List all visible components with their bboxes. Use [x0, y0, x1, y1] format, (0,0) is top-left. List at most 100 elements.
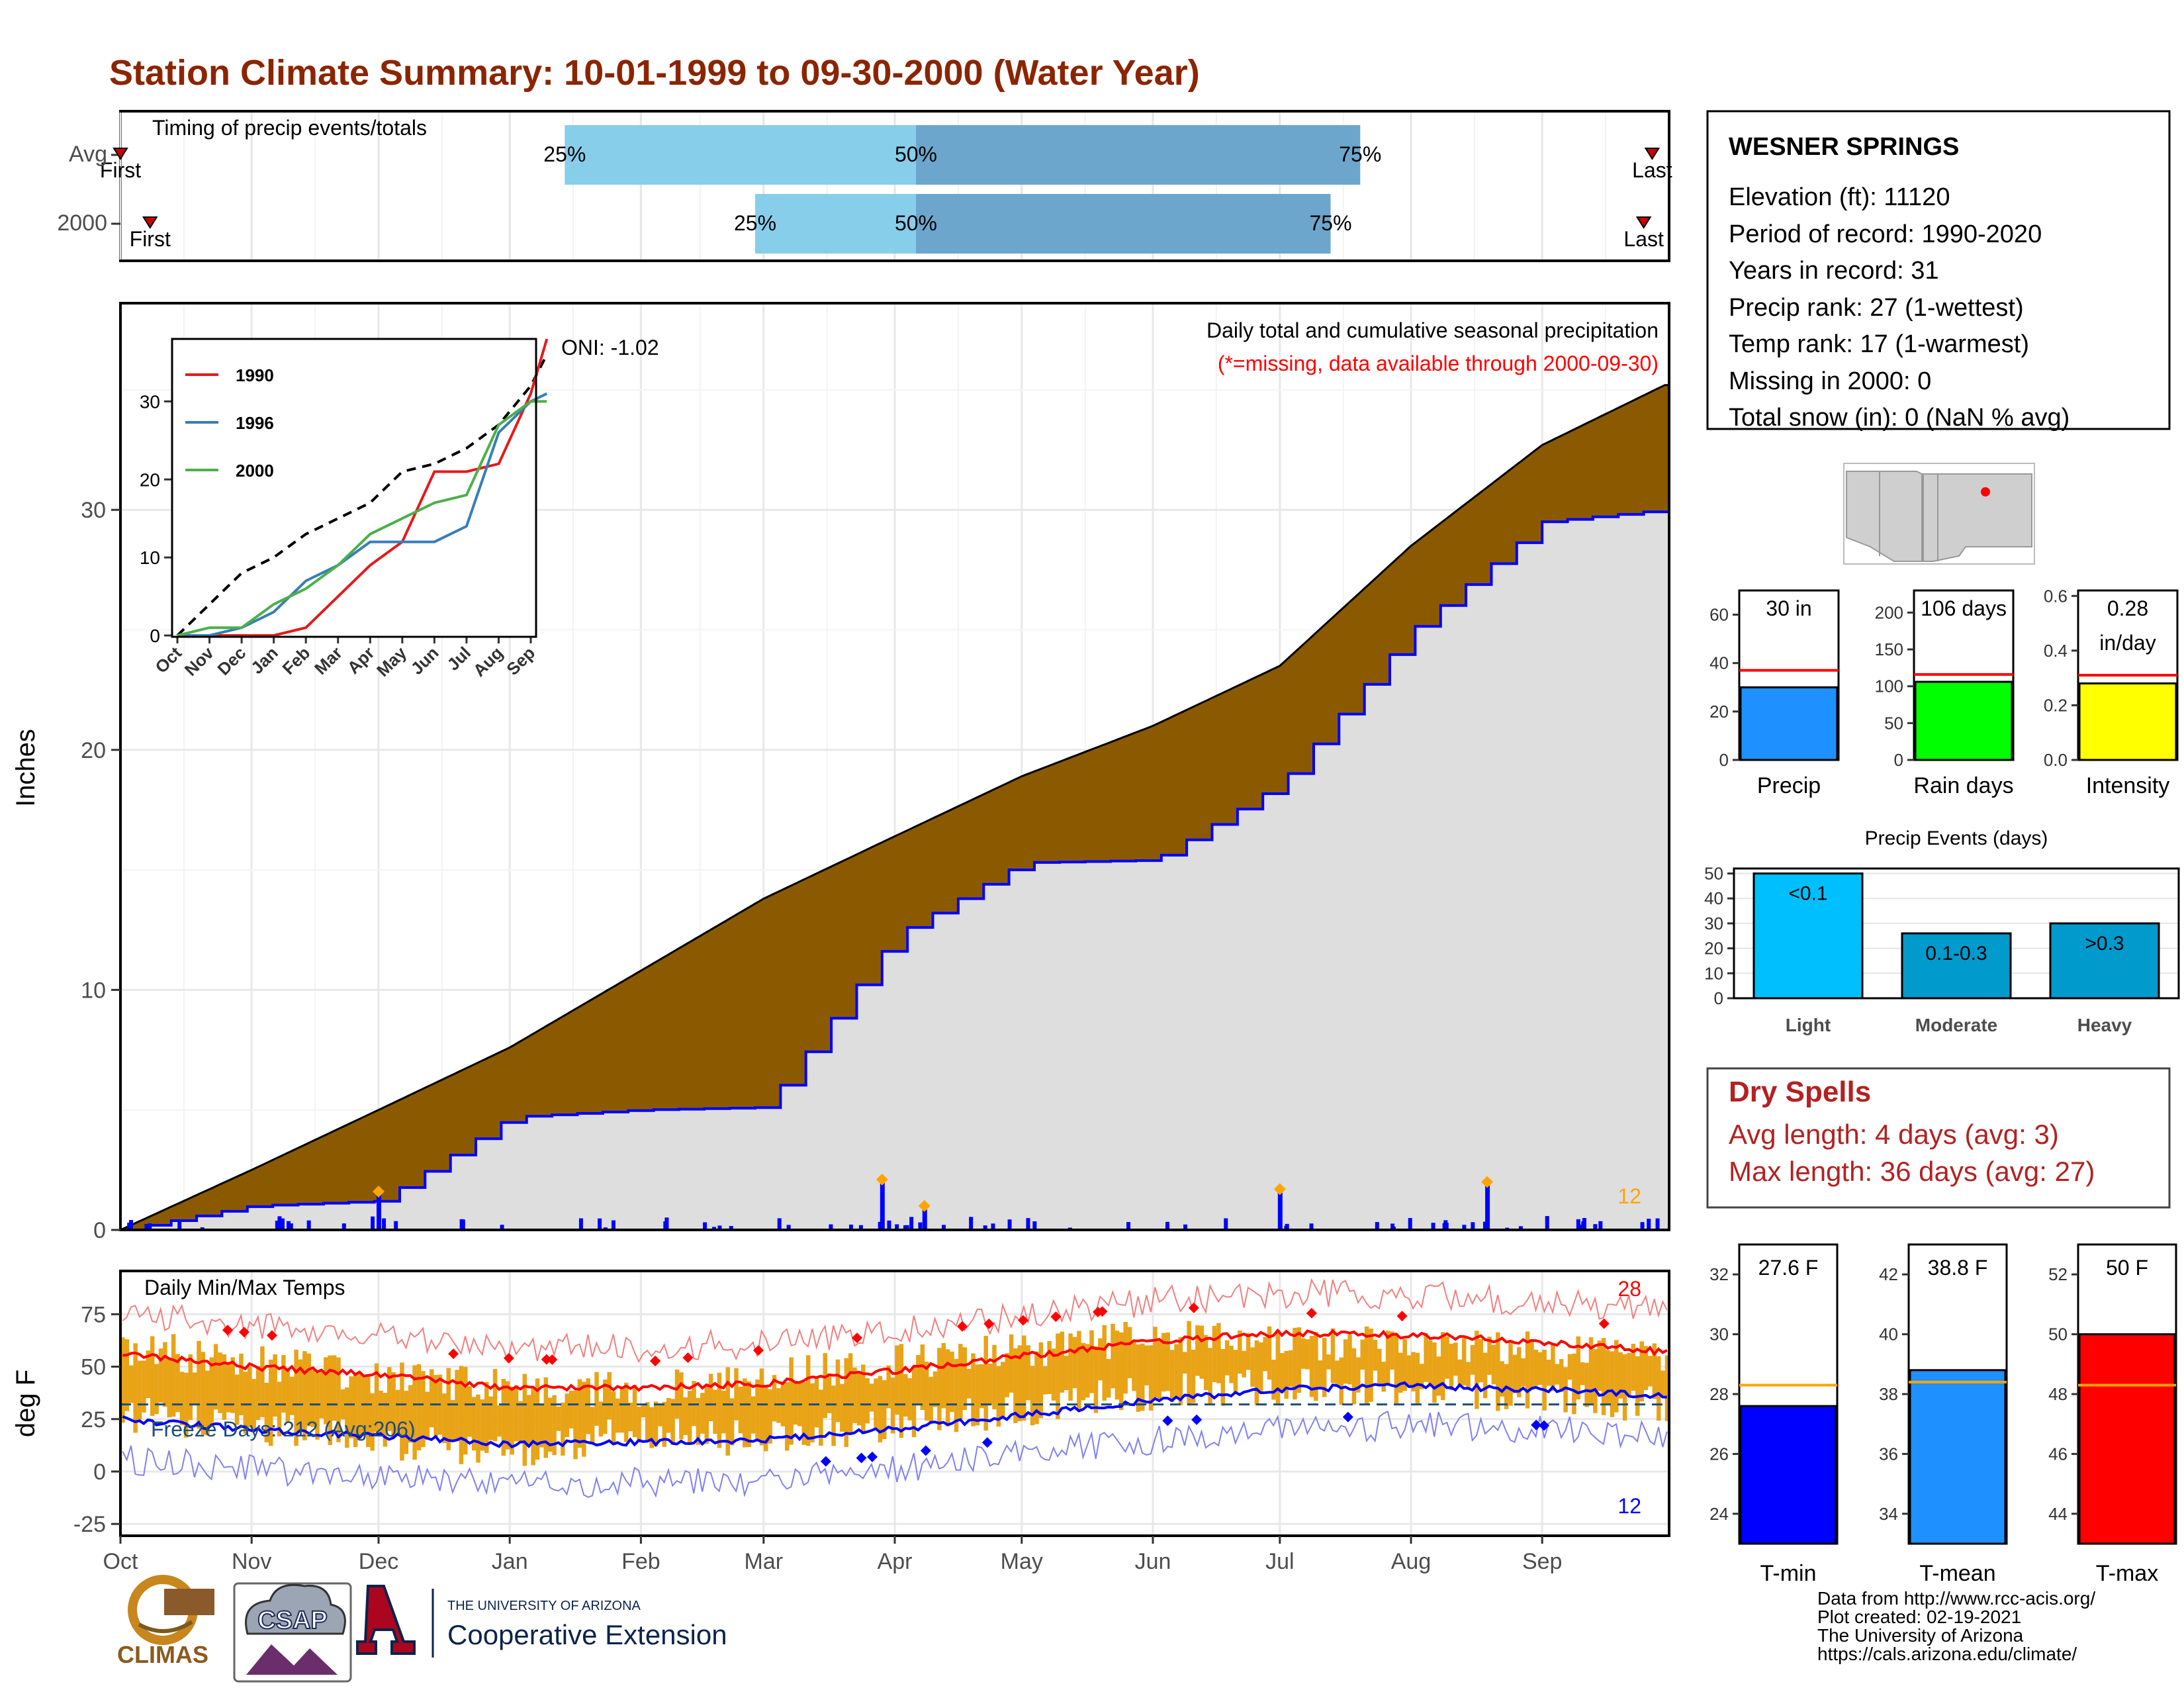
dry-spells-title: Dry Spells: [1729, 1076, 1871, 1108]
daily-temp-bar-223: [1064, 1355, 1069, 1390]
daily-temp-bar-304: [1406, 1355, 1412, 1387]
daily-temp-bar-343: [1572, 1353, 1576, 1415]
tempbar-label-2: T-max: [2096, 1561, 2158, 1586]
daily-temp-bar-133: [683, 1397, 688, 1435]
ua-small-text: THE UNIVERSITY OF ARIZONA: [447, 1599, 641, 1613]
record-cold-marker-7: [1539, 1420, 1550, 1431]
daily-precip-bar-22: [382, 1218, 387, 1230]
summary-value-2: 0.28: [2107, 596, 2148, 620]
record-hot-marker-15: [238, 1327, 250, 1338]
daily-temp-bar-296: [1373, 1339, 1378, 1371]
daily-temp-bar-194: [941, 1342, 946, 1409]
month-label-4: Feb: [621, 1549, 660, 1574]
dry-spells-box: Dry Spells Avg length: 4 days (avg: 3) M…: [1706, 1067, 2171, 1209]
inset-ytick-label-3: 30: [140, 391, 160, 412]
daily-temp-bar-149: [751, 1396, 756, 1434]
daily-temp-bar-152: [764, 1386, 768, 1452]
inset-line-3: [177, 400, 547, 637]
daily-temp-bar-49: [328, 1355, 332, 1445]
tempbar-ytick-label-1-4: 42: [1879, 1264, 1898, 1284]
record-hot-marker-12: [1598, 1318, 1610, 1329]
daily-precip-bar-77: [909, 1217, 914, 1230]
timing-bar-q1-1: [755, 194, 916, 254]
daily-precip-bar-61: [177, 1221, 182, 1230]
daily-temp-bar-80: [459, 1366, 464, 1464]
daily-temp-bar-159: [793, 1381, 798, 1425]
tempbar-ytick-label-2-4: 52: [2048, 1264, 2068, 1284]
daily-temp-bar-290: [1347, 1335, 1352, 1385]
daily-temp-bar-93: [514, 1385, 519, 1442]
daily-temp-bar-162: [805, 1355, 811, 1446]
daily-temp-bar-281: [1309, 1336, 1314, 1397]
timing-bar-q2-0: [915, 125, 1361, 185]
daily-precip-bar-71: [306, 1220, 311, 1230]
daily-precip-bar-47: [895, 1224, 899, 1230]
daily-precip-major-4: [1485, 1182, 1490, 1230]
daily-temp-bar-170: [840, 1383, 844, 1432]
daily-temp-bar-115: [607, 1372, 612, 1420]
timing-bar-q2-1: [915, 194, 1331, 254]
inset-line-1: [177, 338, 549, 637]
record-hot-marker-7: [541, 1354, 552, 1365]
daily-temp-bar-335: [1538, 1352, 1543, 1385]
footer-line-1: Data from http://www.rcc-acis.org/: [1817, 1588, 2095, 1609]
daily-temp-bar-126: [653, 1401, 659, 1447]
daily-precip-bar-32: [1431, 1223, 1435, 1230]
daily-temp-bar-288: [1339, 1357, 1344, 1405]
timing-title: Timing of precip events/totals: [152, 116, 427, 140]
daily-precip-major-2: [922, 1205, 927, 1230]
summary-bar-1: [1914, 680, 2013, 761]
daily-temp-bar-40: [289, 1376, 295, 1415]
daily-temp-bar-3: [133, 1343, 138, 1433]
summary-bar-2: [2078, 682, 2177, 761]
daily-temp-bar-252: [1187, 1321, 1191, 1406]
daily-temp-bar-242: [1144, 1345, 1149, 1385]
daily-temp-bar-236: [1119, 1332, 1124, 1411]
inset-ytick-label-1: 10: [140, 547, 160, 568]
avg-min-line: [122, 1381, 1667, 1449]
daily-temp-bar-244: [1153, 1327, 1158, 1398]
daily-temp-bar-154: [772, 1375, 777, 1422]
daily-temp-bar-243: [1148, 1345, 1154, 1411]
daily-temp-bar-34: [264, 1382, 269, 1442]
daily-temp-bar-257: [1208, 1348, 1212, 1405]
daily-temp-bar-67: [404, 1391, 409, 1454]
daily-temp-bar-26: [230, 1357, 235, 1413]
daily-precip-marker-0: [373, 1185, 385, 1197]
daily-temp-bar-323: [1487, 1336, 1492, 1375]
daily-temp-bar-207: [996, 1366, 1001, 1427]
daily-temp-bar-310: [1432, 1342, 1437, 1403]
daily-temp-bar-308: [1424, 1333, 1428, 1382]
daily-temp-bar-11: [167, 1358, 172, 1418]
daily-temp-bar-73: [429, 1369, 434, 1428]
station-period: Period of record: 1990-2020: [1729, 220, 2042, 248]
daily-temp-bar-72: [425, 1391, 430, 1440]
daily-temp-bar-185: [903, 1374, 908, 1417]
daily-temp-bar-309: [1428, 1340, 1433, 1386]
daily-precip-bar-30: [1581, 1221, 1586, 1230]
tempbar-ytick-label-1-0: 34: [1879, 1504, 1898, 1524]
daily-temp-bar-216: [1034, 1351, 1039, 1425]
month-label-5: Mar: [745, 1549, 784, 1574]
daily-temp-bar-7: [150, 1336, 155, 1416]
events-title: Precip Events (days): [1865, 827, 2048, 849]
inset-legend-2000: 2000: [236, 461, 274, 481]
daily-temp-bar-38: [281, 1355, 286, 1413]
daily-temp-bar-338: [1551, 1343, 1555, 1391]
daily-temp-bar-260: [1220, 1348, 1225, 1406]
daily-temp-bar-28: [239, 1353, 244, 1416]
timing-p25-0: 25%: [543, 142, 586, 166]
daily-temp-bar-302: [1398, 1352, 1403, 1393]
daily-temp-bar-202: [975, 1364, 980, 1426]
daily-temp-bar-74: [433, 1375, 438, 1437]
tempbar-ytick-label-0-2: 28: [1709, 1384, 1729, 1404]
daily-temp-bar-22: [213, 1344, 218, 1410]
daily-temp-bar-168: [831, 1385, 836, 1446]
daily-temp-bar-320: [1475, 1331, 1479, 1409]
daily-temp-bar-183: [895, 1345, 899, 1415]
daily-precip-bar-67: [500, 1225, 504, 1230]
daily-temp-bar-272: [1271, 1359, 1276, 1400]
tempbar-ytick-label-0-3: 30: [1709, 1325, 1729, 1344]
tempbar-0: [1739, 1405, 1837, 1545]
